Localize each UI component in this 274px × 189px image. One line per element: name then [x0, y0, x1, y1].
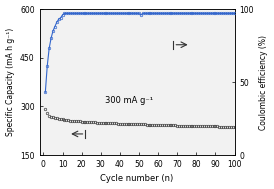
Y-axis label: Specific Capacity (mA h g⁻¹): Specific Capacity (mA h g⁻¹) [5, 28, 15, 136]
X-axis label: Cycle number (n): Cycle number (n) [101, 174, 174, 184]
Y-axis label: Coulombic efficiency (%): Coulombic efficiency (%) [259, 35, 269, 129]
Text: 300 mA g⁻¹: 300 mA g⁻¹ [105, 96, 153, 105]
